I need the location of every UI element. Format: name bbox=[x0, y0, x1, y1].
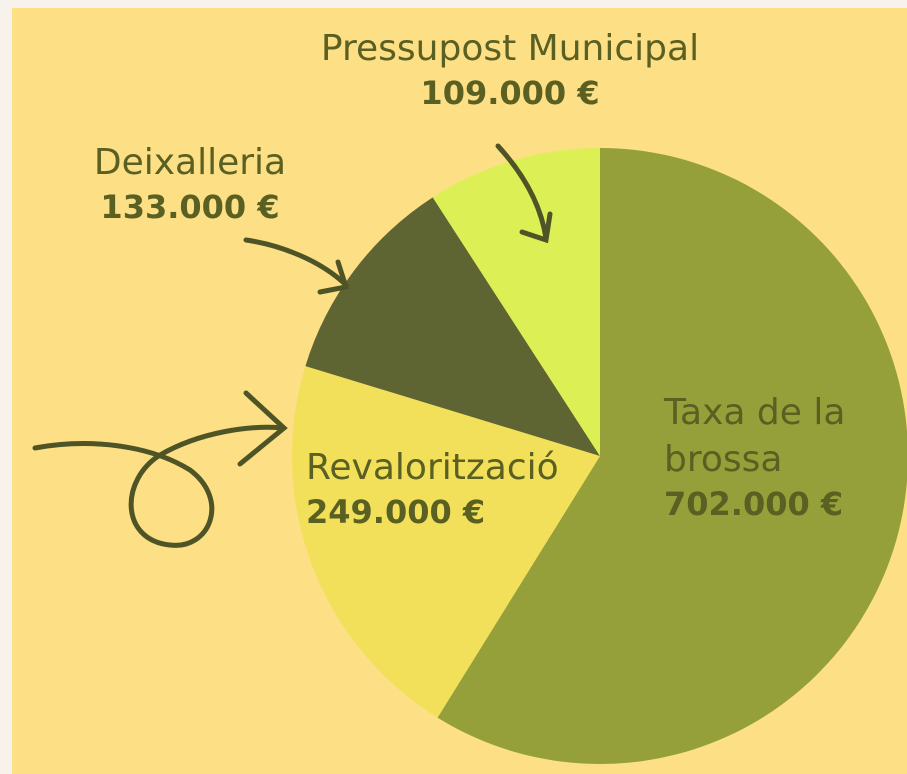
value-label: 249.000 € bbox=[306, 492, 486, 531]
slice-label: Taxa de la brossa 702.000 € bbox=[664, 390, 884, 525]
decorations bbox=[32, 143, 553, 548]
category-label: Deixalleria bbox=[93, 142, 287, 183]
slice-label: Revalorització 249.000 € bbox=[306, 445, 606, 533]
value-label: 109.000 € bbox=[420, 73, 600, 112]
pie-slice bbox=[432, 148, 600, 456]
value-label: 702.000 € bbox=[664, 484, 844, 523]
slice-label: Pressupost Municipal 109.000 € bbox=[280, 26, 740, 114]
category-label: Taxa de la brossa bbox=[664, 392, 846, 480]
value-label: 133.000 € bbox=[100, 187, 280, 226]
category-label: Pressupost Municipal bbox=[320, 28, 700, 69]
arrow bbox=[495, 143, 549, 241]
arrow-head bbox=[237, 390, 288, 467]
arrow bbox=[32, 424, 285, 548]
slice-label: Deixalleria 133.000 € bbox=[60, 140, 320, 228]
arrow-head bbox=[317, 259, 350, 295]
category-label: Revalorització bbox=[306, 447, 559, 488]
arrow bbox=[243, 237, 349, 288]
arrow-head bbox=[519, 211, 553, 244]
pie-slice bbox=[305, 197, 600, 456]
pie-slice bbox=[437, 148, 907, 764]
pie-slice bbox=[291, 366, 600, 718]
